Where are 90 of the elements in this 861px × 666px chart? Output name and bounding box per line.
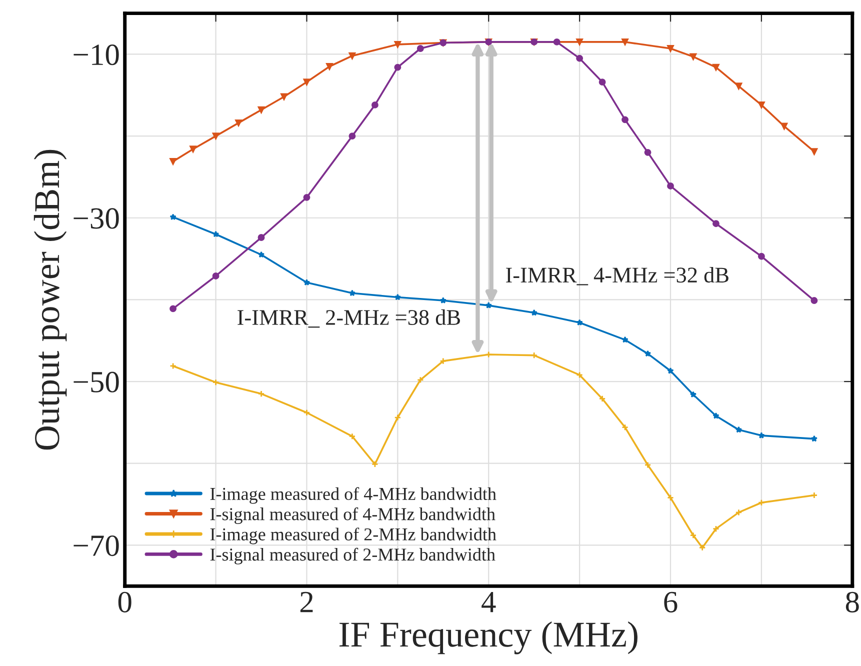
point xyxy=(810,435,818,442)
point xyxy=(644,350,652,357)
point xyxy=(371,101,378,108)
point xyxy=(348,432,356,440)
point xyxy=(622,424,629,431)
x-tick-label: 0 xyxy=(118,592,132,612)
y-tick-label: −30 xyxy=(74,208,119,229)
point xyxy=(303,78,310,86)
point xyxy=(576,372,584,378)
point xyxy=(440,358,447,365)
point xyxy=(735,426,742,433)
point xyxy=(690,53,697,60)
point xyxy=(212,132,220,140)
legend-label: I-signal measured of 4-MHz bandwidth xyxy=(210,507,496,524)
point xyxy=(667,182,674,190)
point xyxy=(170,214,176,220)
point xyxy=(258,106,265,114)
legend-label: I-image measured of 4-MHz bandwidth xyxy=(210,487,496,504)
point xyxy=(212,378,220,386)
point xyxy=(780,122,788,130)
point xyxy=(690,532,697,539)
point xyxy=(416,45,424,52)
point xyxy=(394,294,402,300)
point xyxy=(644,148,652,156)
point xyxy=(485,302,492,308)
point xyxy=(170,158,177,165)
annotation: I-IMRR_ 2-MHz =38 dB xyxy=(238,309,460,328)
point xyxy=(698,544,706,552)
point xyxy=(644,462,652,468)
point xyxy=(348,290,356,296)
point xyxy=(622,336,628,343)
point xyxy=(235,119,242,126)
x-tick-label: 4 xyxy=(482,592,496,612)
point xyxy=(598,395,606,402)
point xyxy=(758,252,765,260)
point xyxy=(810,148,818,156)
y-tick-label: −10 xyxy=(74,44,119,66)
point xyxy=(712,64,720,71)
point xyxy=(667,367,674,374)
point xyxy=(712,525,720,532)
point xyxy=(735,508,742,516)
point xyxy=(758,101,765,108)
y-tick-label: −50 xyxy=(74,372,119,392)
point xyxy=(598,78,606,86)
annotation: I-IMRR_ 4-MHz =32 dB xyxy=(506,266,728,286)
point xyxy=(576,38,584,46)
point xyxy=(416,376,424,384)
x-tick-label: 6 xyxy=(664,592,678,612)
point xyxy=(667,494,674,502)
point xyxy=(303,409,310,416)
point xyxy=(348,52,356,60)
point xyxy=(280,93,288,100)
point xyxy=(622,38,629,46)
point xyxy=(190,146,197,153)
point xyxy=(810,297,818,304)
point xyxy=(758,499,765,506)
point xyxy=(394,64,402,71)
x-tick-label: 8 xyxy=(846,592,859,612)
point xyxy=(440,297,446,304)
point xyxy=(258,390,265,398)
point xyxy=(576,54,584,62)
point xyxy=(258,234,265,241)
point xyxy=(553,38,560,46)
point xyxy=(712,220,720,228)
point xyxy=(326,63,333,70)
x-tick-label: 2 xyxy=(300,592,313,612)
point xyxy=(394,40,402,48)
point xyxy=(530,309,538,316)
point xyxy=(667,45,674,52)
point xyxy=(735,82,742,90)
point xyxy=(576,319,583,326)
legend-label: I-image measured of 2-MHz bandwidth xyxy=(210,528,496,544)
legend-label: I-signal measured of 2-MHz bandwidth xyxy=(210,548,496,564)
point xyxy=(170,305,177,312)
point xyxy=(212,272,220,280)
point xyxy=(394,414,402,421)
point xyxy=(690,391,697,398)
point xyxy=(371,460,378,468)
point xyxy=(712,412,720,419)
point xyxy=(212,230,220,238)
point xyxy=(303,194,310,201)
point xyxy=(303,279,310,286)
point xyxy=(258,251,265,258)
y-axis-title: Output power (dBm) xyxy=(34,150,67,450)
x-axis-title: IF Frequency (MHz) xyxy=(340,621,638,654)
point xyxy=(348,132,356,140)
point xyxy=(622,116,629,124)
point xyxy=(758,432,765,438)
y-tick-label: −70 xyxy=(74,535,119,556)
point xyxy=(485,351,492,358)
